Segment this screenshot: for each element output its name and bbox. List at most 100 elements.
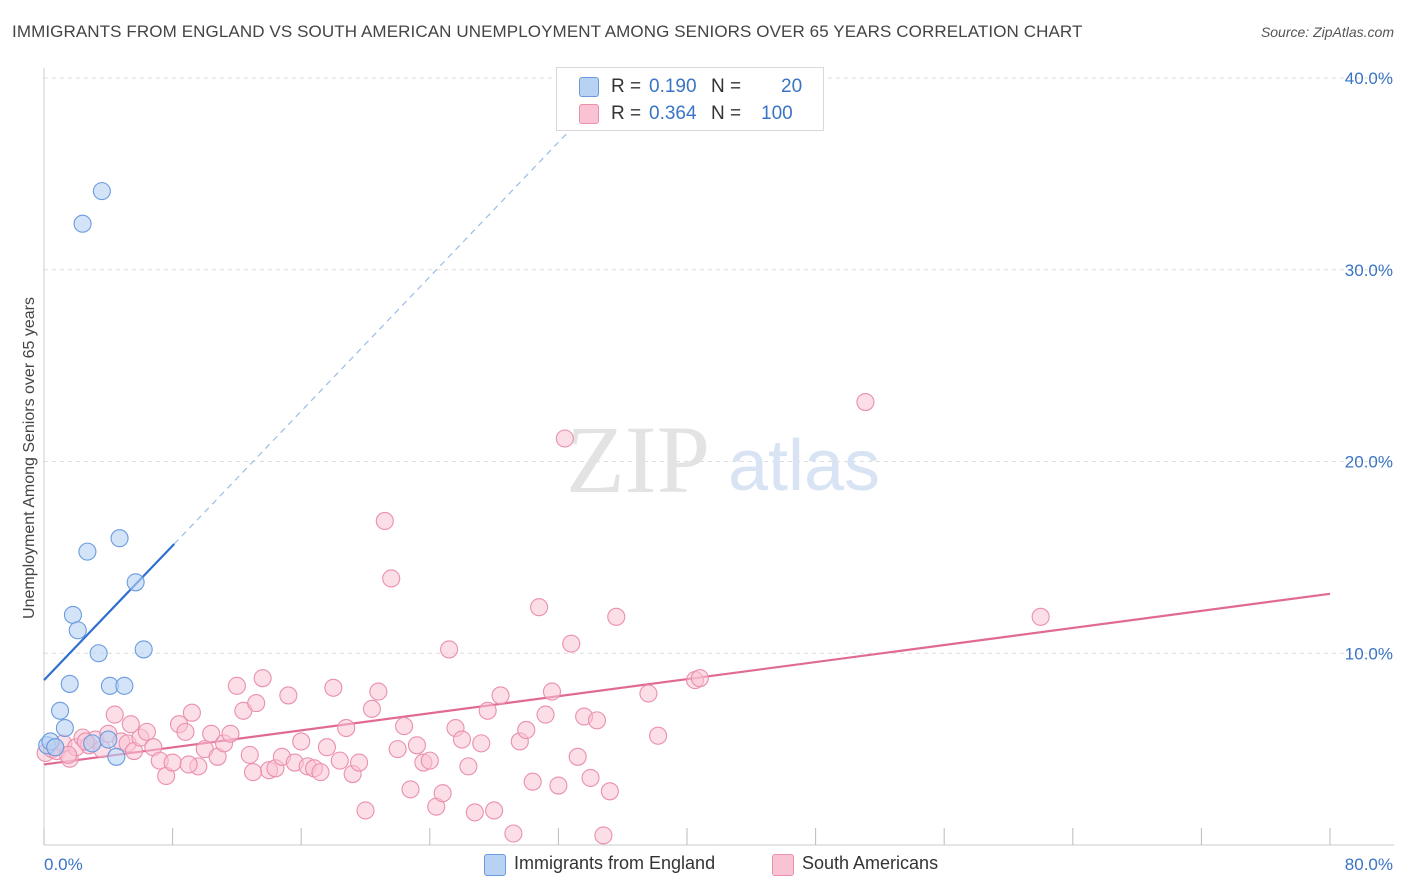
south-american-point <box>324 678 343 697</box>
south-american-point <box>279 686 298 705</box>
south-american-point <box>478 701 497 720</box>
england-point <box>51 701 70 720</box>
y-tick-label: 40.0% <box>1345 69 1393 88</box>
south-american-point <box>452 730 472 749</box>
south-american-point <box>587 711 607 730</box>
legend-r-value: 0.364 <box>649 103 697 124</box>
england-point <box>78 542 97 561</box>
south-american-point <box>202 724 221 743</box>
south-american-point <box>504 824 523 843</box>
south-american-point <box>530 598 549 617</box>
south-american-point <box>221 724 240 743</box>
south-american-point <box>485 801 504 820</box>
south-american-point <box>459 757 478 776</box>
series-label-england: Immigrants from England <box>514 853 716 873</box>
chart-title: IMMIGRANTS FROM ENGLAND VS SOUTH AMERICA… <box>12 22 1083 41</box>
south-american-point <box>856 393 875 412</box>
south-american-point <box>395 717 414 736</box>
england-point <box>110 529 129 548</box>
legend-n-label: N = <box>711 103 742 124</box>
axis-layer <box>43 68 1394 846</box>
south-american-point <box>581 768 600 787</box>
points-layer <box>36 182 1050 845</box>
series-swatch-england <box>484 854 506 876</box>
watermark-atlas: atlas <box>728 426 880 506</box>
south-american-point <box>369 682 388 701</box>
south-american-point <box>179 755 198 774</box>
south-american-point <box>1031 607 1050 626</box>
england-point <box>92 182 111 201</box>
south-american-point <box>176 722 195 741</box>
england-point <box>55 718 74 738</box>
legend-r-value: 0.190 <box>649 76 697 97</box>
legend-n-value: 20 <box>781 76 803 97</box>
south-american-point <box>311 763 330 782</box>
watermark: ZIP atlas <box>566 406 880 513</box>
south-american-point <box>433 784 452 803</box>
england-point <box>83 734 102 753</box>
south-american-point <box>356 801 375 820</box>
south-american-point <box>401 780 420 799</box>
england-point <box>134 640 153 659</box>
england-point <box>46 738 65 757</box>
south-american-point <box>465 803 484 822</box>
england-trendline <box>43 543 176 681</box>
south-american-point <box>243 763 263 782</box>
south-american-point <box>247 694 266 713</box>
legend-n-value: 100 <box>761 103 793 124</box>
england-point <box>63 605 82 624</box>
south-american-point <box>330 751 349 770</box>
south-american-point <box>227 676 246 695</box>
legend-swatch-england <box>579 77 599 97</box>
south-american-point <box>105 705 124 724</box>
south-american-point <box>549 776 568 795</box>
south-american-point <box>690 669 709 688</box>
legend-n-label: N = <box>711 76 742 97</box>
south-american-point <box>292 732 311 751</box>
england-point <box>68 621 87 640</box>
south-american-point <box>253 669 272 688</box>
legend-swatch-south <box>579 104 599 124</box>
series-swatch-south <box>772 854 794 876</box>
south-american-point <box>568 747 587 766</box>
south-american-point <box>517 720 536 740</box>
england-point <box>99 730 118 749</box>
grid-layer <box>44 77 1394 654</box>
england-point <box>73 214 92 233</box>
south-american-point <box>317 738 336 757</box>
south-american-point <box>555 429 574 448</box>
south-american-point <box>137 722 156 741</box>
series-label-south: South Americans <box>802 853 939 873</box>
south-american-point <box>121 715 140 734</box>
stats-legend: R = 0.190 N = 20 R = 0.364 N = 100 <box>556 67 824 131</box>
england-point <box>60 674 79 693</box>
south-american-point <box>163 753 182 772</box>
south-american-point <box>472 734 491 753</box>
south-american-point <box>350 753 369 772</box>
south-american-point <box>491 686 510 705</box>
england-point <box>126 573 145 592</box>
watermark-zip: ZIP <box>566 406 710 513</box>
south-american-point <box>600 782 619 801</box>
south-american-point <box>542 682 562 701</box>
south-american-point <box>182 703 201 722</box>
england-point <box>89 644 108 663</box>
england-trendline-extension <box>173 125 575 545</box>
south-american-point <box>562 634 581 653</box>
south-american-point <box>337 718 356 738</box>
south-american-point <box>388 740 407 759</box>
south-american-point <box>523 772 542 791</box>
south-american-point <box>375 511 394 530</box>
south-american-point <box>594 826 613 845</box>
south-american-point <box>536 705 555 724</box>
south-american-point <box>240 745 259 764</box>
series-legend: Immigrants from England South Americans <box>0 852 1406 876</box>
south-american-point <box>362 699 381 718</box>
south-american-point <box>407 736 426 755</box>
south-american-point <box>420 751 439 770</box>
south-american-point <box>382 569 401 588</box>
england-point <box>107 747 126 766</box>
y-tick-label: 20.0% <box>1345 453 1393 472</box>
south-american-point <box>639 684 658 703</box>
